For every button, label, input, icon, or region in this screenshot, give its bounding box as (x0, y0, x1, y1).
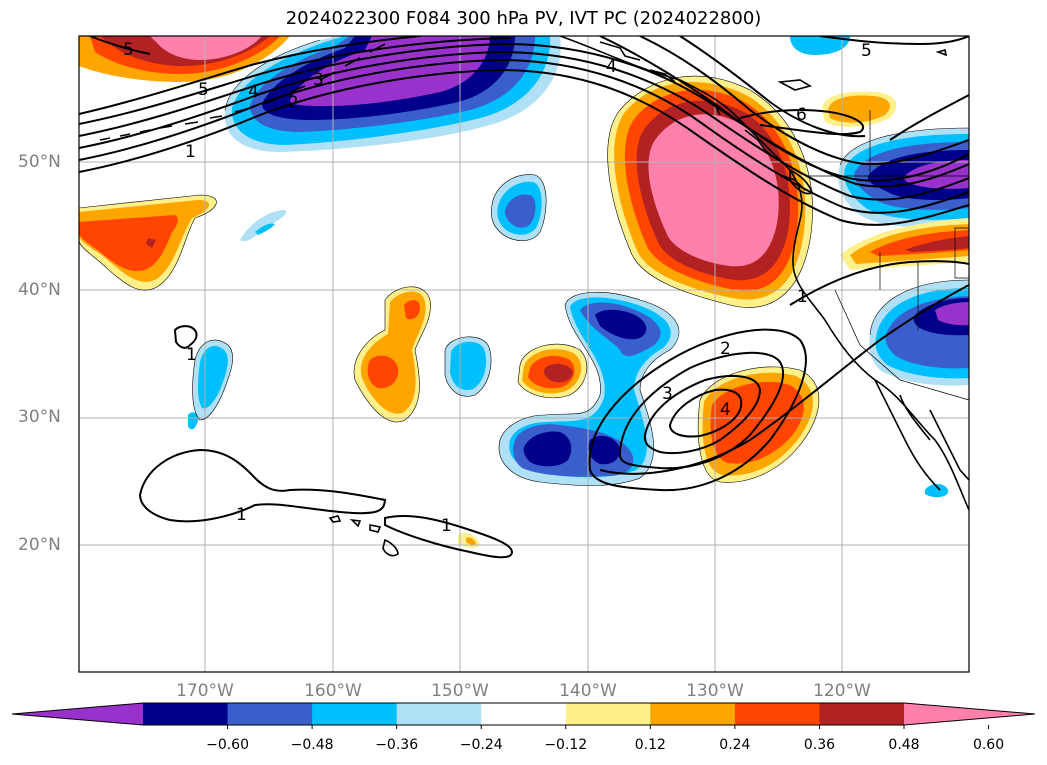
lon-label: 130°W (686, 681, 744, 701)
negative-anomaly-north (224, 36, 561, 152)
colorbar-swatch (227, 703, 313, 725)
positive-anomaly-mid-west (354, 286, 431, 422)
colorbar (11, 702, 1036, 729)
contour-label: 4 (248, 82, 259, 102)
negative-anomaly-southeast (869, 280, 969, 386)
positive-anomaly-round (518, 344, 587, 398)
colorbar-extend-min (12, 703, 143, 725)
contour-label: 6 (796, 105, 807, 125)
lon-label: 120°W (813, 681, 871, 701)
contour-label: 5 (198, 80, 209, 100)
colorbar-tick-label: 0.24 (719, 737, 751, 753)
colorbar-swatch (734, 703, 820, 725)
colorbar-tick-label: −0.24 (459, 737, 503, 753)
lat-label: 30°N (18, 407, 61, 427)
colorbar-tick-label: −0.60 (206, 737, 249, 753)
lat-label: 40°N (18, 280, 61, 300)
colorbar-outline (11, 702, 1036, 726)
colorbar-tick-label: −0.48 (290, 737, 334, 753)
colorbar-swatch (312, 703, 398, 725)
map-title: 2024022300 F084 300 hPa PV, IVT PC (2024… (285, 8, 762, 29)
negative-anomaly-top-small (790, 36, 850, 55)
negative-anomaly-small-north (491, 174, 547, 241)
gridlines (79, 36, 969, 672)
colorbar-extend-max (904, 703, 1035, 725)
coastlines (99, 36, 969, 557)
colorbar-swatch (819, 703, 905, 725)
colorbar-swatch (143, 703, 229, 725)
colorbar-tick-label: 0.48 (888, 737, 920, 753)
colorbar-tick-label: 0.60 (972, 737, 1005, 753)
contour-label: 5 (123, 40, 134, 60)
colorbar-tick-label: −0.36 (375, 737, 419, 753)
lon-label: 170°W (176, 681, 234, 701)
lon-label: 150°W (431, 681, 489, 701)
negative-anomaly-baja (925, 484, 949, 498)
colorbar-tick-label: 0.36 (803, 737, 836, 753)
colorbar-tick-label: −0.12 (544, 737, 588, 753)
colorbar-swatch (565, 703, 651, 725)
pv-fill-layer (79, 36, 969, 672)
contour-label: 4 (720, 400, 731, 420)
contour-label: 2 (720, 339, 731, 359)
colorbar-swatch (650, 703, 736, 725)
contour-label: 4 (606, 57, 617, 77)
negative-streak-west (240, 210, 286, 242)
lat-label: 20°N (18, 535, 61, 555)
colorbar-swatch (481, 703, 567, 725)
colorbar-swatch (396, 703, 482, 725)
lon-label: 140°W (559, 681, 617, 701)
contour-label: 2 (288, 93, 299, 113)
contour-labels: 5 5 4 3 2 1 4 5 6 1 2 3 4 1 1 1 (123, 40, 872, 536)
map-frame (78, 35, 970, 673)
positive-anomaly-west (79, 195, 217, 291)
contour-label: 5 (861, 41, 872, 61)
lat-label: 50°N (18, 152, 61, 172)
pv-outline-contours (79, 39, 969, 486)
contour-label: 1 (236, 505, 247, 525)
contour-label: 1 (441, 516, 452, 536)
negative-anomaly-south-central (499, 292, 679, 486)
contour-label: 3 (313, 70, 324, 90)
contour-label: 1 (797, 287, 808, 307)
contour-label: 1 (186, 345, 197, 365)
ivt-contours (79, 36, 969, 559)
contour-label: 3 (662, 384, 673, 404)
negative-anomaly-mid (445, 336, 492, 397)
lon-label: 160°W (304, 681, 362, 701)
colorbar-tick-label: 0.12 (634, 737, 666, 753)
positive-anomaly-topleft (79, 36, 290, 82)
contour-label: 1 (185, 142, 196, 162)
